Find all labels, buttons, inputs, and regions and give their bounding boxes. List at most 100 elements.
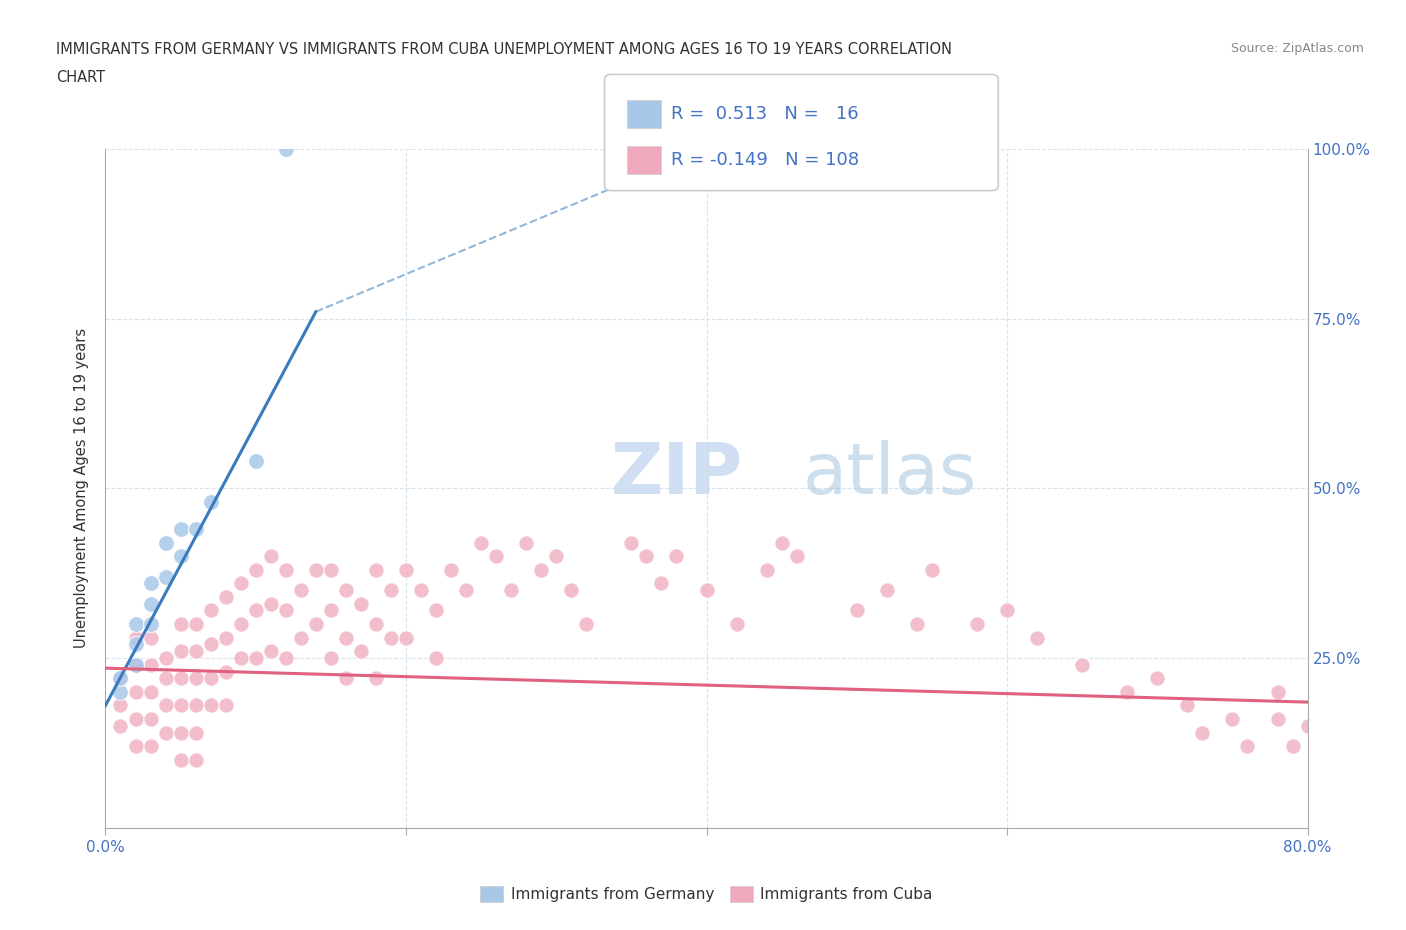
Point [786,549,808,564]
Point [290,582,312,598]
Point [260,596,283,611]
Point [169,549,191,564]
Point [184,644,207,658]
Point [245,563,267,578]
Point [470,535,492,550]
Point [139,711,162,726]
Point [620,535,643,550]
Point [260,644,283,658]
Point [290,631,312,645]
Point [155,535,177,550]
Point [200,495,222,510]
Point [1267,711,1289,726]
Point [110,684,132,699]
Point [139,596,162,611]
Point [274,563,297,578]
Point [755,563,778,578]
Point [515,535,537,550]
Point [139,631,162,645]
Point [409,582,432,598]
Point [124,658,146,672]
Point [650,576,672,591]
Text: Source: ZipAtlas.com: Source: ZipAtlas.com [1230,42,1364,55]
Point [184,617,207,631]
Point [305,563,328,578]
Point [454,582,477,598]
Point [169,698,191,713]
Point [169,725,191,740]
Point [184,522,207,537]
Point [305,617,328,631]
Point [1175,698,1198,713]
Point [169,644,191,658]
Point [1236,738,1258,753]
Point [245,603,267,618]
Point [546,549,568,564]
Point [229,617,252,631]
Point [110,671,132,685]
Point [124,711,146,726]
Point [274,141,297,156]
Point [124,738,146,753]
Point [319,563,342,578]
Point [1267,684,1289,699]
Point [260,549,283,564]
Point [169,617,191,631]
Point [425,603,447,618]
Point [319,651,342,666]
Point [350,644,373,658]
Point [380,631,402,645]
Point [139,658,162,672]
Point [1296,719,1319,734]
Point [229,576,252,591]
Point [665,549,688,564]
Text: R =  0.513   N =   16: R = 0.513 N = 16 [671,105,858,124]
Point [1071,658,1094,672]
Point [214,631,236,645]
Point [184,725,207,740]
Point [335,582,357,598]
Point [364,563,387,578]
Point [440,563,463,578]
Point [139,617,162,631]
Point [124,637,146,652]
Point [169,752,191,767]
Point [876,582,898,598]
Y-axis label: Unemployment Among Ages 16 to 19 years: Unemployment Among Ages 16 to 19 years [75,328,90,648]
Point [364,671,387,685]
Point [155,569,177,584]
Point [169,522,191,537]
Point [575,617,598,631]
Point [110,671,132,685]
Point [1281,738,1303,753]
Point [1222,711,1244,726]
Text: atlas: atlas [803,440,977,509]
Point [560,582,582,598]
Legend: Immigrants from Germany, Immigrants from Cuba: Immigrants from Germany, Immigrants from… [474,880,939,909]
Point [995,603,1018,618]
Point [245,651,267,666]
Point [636,549,658,564]
Point [184,752,207,767]
Point [139,738,162,753]
Point [395,563,418,578]
Point [124,617,146,631]
Point [124,658,146,672]
Point [169,671,191,685]
Text: IMMIGRANTS FROM GERMANY VS IMMIGRANTS FROM CUBA UNEMPLOYMENT AMONG AGES 16 TO 19: IMMIGRANTS FROM GERMANY VS IMMIGRANTS FR… [56,42,952,57]
Point [124,631,146,645]
Point [530,563,553,578]
Point [966,617,988,631]
Point [696,582,718,598]
Point [845,603,868,618]
Point [184,698,207,713]
Point [905,617,928,631]
Point [1191,725,1213,740]
Point [1146,671,1168,685]
Point [214,664,236,679]
Text: R = -0.149   N = 108: R = -0.149 N = 108 [671,151,859,169]
Point [110,719,132,734]
Point [335,631,357,645]
Point [124,684,146,699]
Point [139,576,162,591]
